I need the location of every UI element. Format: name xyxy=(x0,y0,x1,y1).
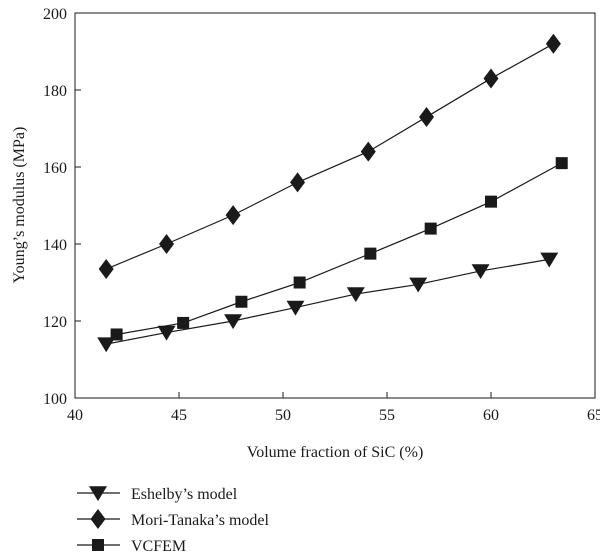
y-tick-label: 200 xyxy=(43,6,67,23)
series-line-eshelby xyxy=(106,258,550,345)
legend-item-mori-tanaka: Mori-Tanaka’s model xyxy=(77,509,270,529)
data-point xyxy=(286,300,305,316)
legend-label: Eshelby’s model xyxy=(131,486,238,503)
axis-ticks: 40 45 50 55 60 65 100 120 140 160 180 200 xyxy=(43,6,600,424)
data-point xyxy=(360,141,376,162)
data-point xyxy=(293,276,306,289)
plot-frame xyxy=(74,12,596,399)
data-point xyxy=(98,259,114,280)
data-point xyxy=(157,325,176,341)
legend-item-eshelby: Eshelby’s model xyxy=(77,486,238,503)
x-tick-label: 45 xyxy=(171,407,187,424)
y-tick-label: 120 xyxy=(43,314,67,331)
y-tick-label: 100 xyxy=(43,391,67,408)
y-axis-title: Young’s modulus (MPa) xyxy=(11,127,28,284)
data-point xyxy=(424,222,437,235)
data-point xyxy=(364,247,377,260)
legend-label: Mori-Tanaka’s model xyxy=(131,512,270,529)
x-tick-label: 60 xyxy=(483,407,499,424)
series-line-mori-tanaka xyxy=(105,43,554,270)
data-point xyxy=(471,264,490,280)
data-point xyxy=(177,316,190,329)
legend-marker xyxy=(89,486,107,502)
series-line-vcfem xyxy=(116,162,563,336)
data-point xyxy=(419,106,435,127)
data-point xyxy=(346,287,365,303)
data-point xyxy=(225,205,241,226)
x-tick-label: 40 xyxy=(67,407,83,424)
series-group xyxy=(97,33,568,353)
x-tick-label: 55 xyxy=(379,407,395,424)
y-tick-label: 180 xyxy=(43,83,67,100)
y-tick-label: 160 xyxy=(43,160,67,177)
data-point xyxy=(290,172,306,193)
data-point xyxy=(483,68,499,89)
x-tick-label: 65 xyxy=(587,407,600,424)
data-point xyxy=(545,33,561,54)
series-eshelby xyxy=(97,252,559,353)
data-point xyxy=(235,295,248,308)
data-point xyxy=(224,314,243,330)
data-point xyxy=(540,252,559,268)
legend-item-vcfem: VCFEM xyxy=(77,538,186,555)
legend: Eshelby’s model Mori-Tanaka’s model VCFEM xyxy=(77,486,270,555)
data-point xyxy=(485,195,497,208)
x-tick-label: 50 xyxy=(275,407,291,424)
series-vcfem xyxy=(110,157,568,341)
data-point xyxy=(97,337,116,353)
legend-marker xyxy=(90,509,106,529)
data-point xyxy=(409,277,428,293)
data-point xyxy=(555,157,568,170)
data-point xyxy=(110,328,123,341)
x-axis-title: Volume fraction of SiC (%) xyxy=(247,444,424,461)
data-point xyxy=(159,234,175,254)
series-mori-tanaka xyxy=(98,33,561,280)
y-tick-label: 140 xyxy=(43,237,67,254)
legend-label: VCFEM xyxy=(131,538,186,555)
legend-marker xyxy=(92,539,104,551)
